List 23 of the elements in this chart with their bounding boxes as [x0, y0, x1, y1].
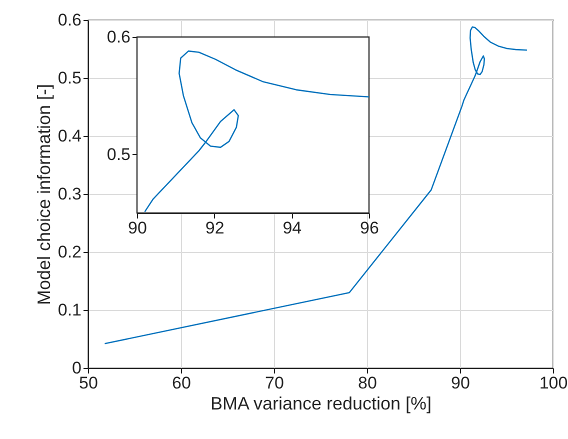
x-tick-label: 100	[539, 374, 568, 392]
y-tick-label: 0.3	[58, 184, 82, 204]
x-tick-label: 94	[282, 218, 302, 238]
line-series	[144, 50, 370, 212]
y-axis-title: Model choice information [-]	[34, 84, 54, 306]
y-tick-label: 0.6	[106, 28, 130, 46]
x-tick-label: 90	[128, 218, 147, 238]
y-tick-label: 0	[72, 358, 82, 378]
x-tick-label: 80	[358, 374, 377, 392]
x-tick-label: 70	[265, 374, 284, 392]
y-tick-label: 0.2	[58, 242, 82, 262]
x-tick-label: 96	[360, 218, 379, 238]
line-series	[104, 26, 528, 344]
x-tick-label: 92	[205, 218, 224, 238]
y-tick-label: 0.5	[106, 144, 130, 164]
y-tick-label: 0.5	[58, 68, 82, 88]
y-tick-label: 0.4	[58, 126, 82, 146]
y-tick-label: 0.1	[58, 300, 82, 320]
x-tick-label: 50	[79, 374, 98, 392]
x-tick-label: 60	[172, 374, 191, 392]
y-tick-label: 0.6	[58, 10, 82, 30]
x-axis-title: BMA variance reduction [%]	[210, 394, 432, 414]
x-tick-label: 90	[451, 374, 470, 392]
